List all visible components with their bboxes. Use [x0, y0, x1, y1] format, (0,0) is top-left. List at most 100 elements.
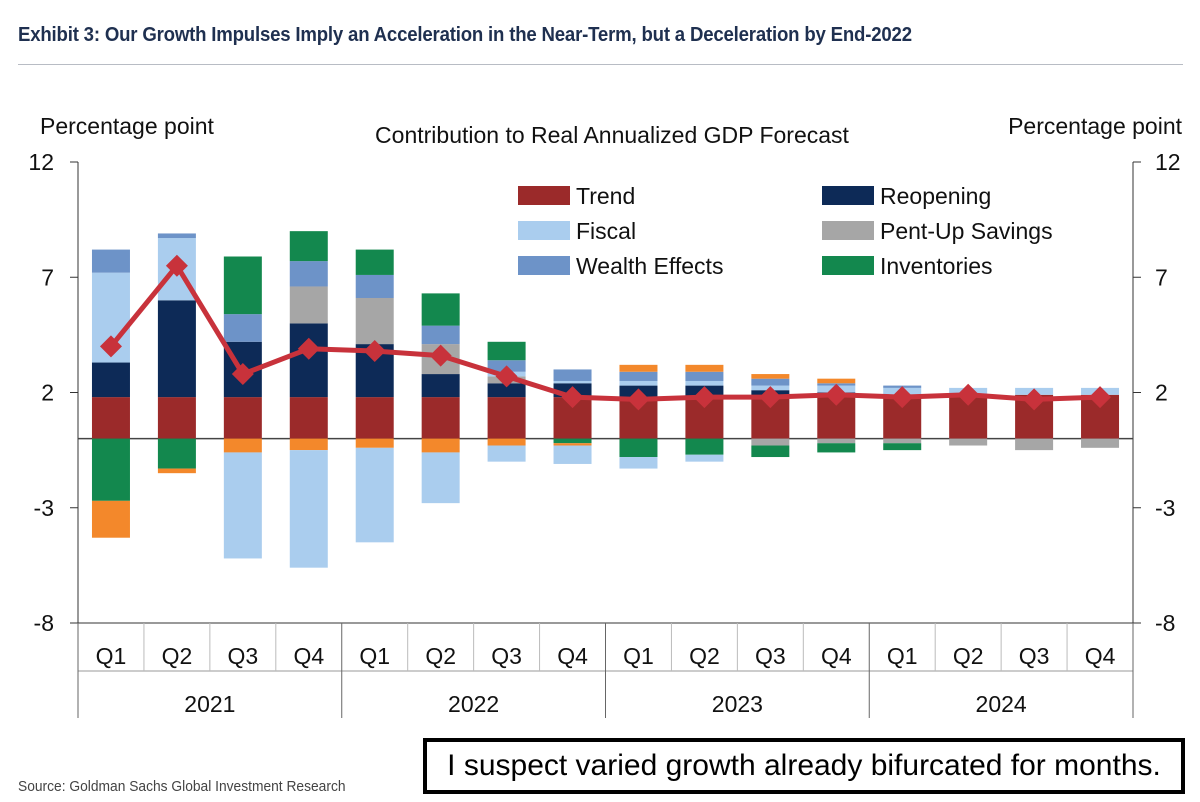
bar-segment-fiscal-negative	[487, 445, 526, 462]
bar-segment-pent-up-savings	[751, 438, 790, 446]
bar-segment-trend	[223, 397, 262, 439]
bar-segment-pent-up-savings	[1015, 438, 1054, 451]
bar-segment-wealth-effects	[355, 274, 394, 298]
bar-segment-reopening	[487, 383, 526, 398]
bar-segment-wealth-effects	[553, 369, 592, 381]
x-tick-label: Q2	[162, 643, 193, 669]
bar-segment-other	[223, 438, 262, 453]
bar-segment-inventories	[553, 438, 592, 444]
bar-segment-other	[355, 438, 394, 448]
year-label: 2022	[448, 691, 499, 717]
bar-segment-fiscal-negative	[223, 452, 262, 559]
bar-segment-inventories	[883, 443, 922, 451]
total-line-marker	[231, 363, 254, 386]
bar-segment-fiscal-negative	[421, 452, 460, 504]
bar-segment-fiscal-negative	[619, 457, 658, 469]
total-line-marker	[1089, 386, 1112, 409]
bar-segment-wealth-effects	[619, 371, 658, 381]
bar-segment-inventories	[355, 249, 394, 275]
bar-segment-trend	[421, 397, 460, 439]
legend: Trend Fiscal Wealth Effects Reopening Pent-U…	[518, 183, 1053, 279]
bar-segment-reopening	[157, 300, 196, 398]
x-tick-label: Q1	[96, 643, 127, 669]
x-tick-label: Q4	[293, 643, 324, 669]
bar-segment-trend	[355, 397, 394, 439]
x-tick-label: Q3	[491, 643, 522, 669]
total-line-marker	[495, 365, 518, 388]
caption-box: I suspect varied growth already bifurcat…	[423, 738, 1185, 794]
x-tick-label: Q1	[359, 643, 390, 669]
bar-segment-wealth-effects	[157, 233, 196, 239]
bar-segment-inventories	[421, 293, 460, 326]
total-line-marker	[561, 386, 584, 409]
year-label: 2023	[712, 691, 763, 717]
y-tick-label-left: -8	[34, 610, 54, 636]
total-line-marker	[693, 386, 716, 409]
bar-segment-other	[289, 438, 328, 451]
bar-segment-inventories	[91, 438, 130, 501]
bar-segment-inventories	[157, 438, 196, 469]
bar-segment-inventories	[751, 445, 790, 458]
bar-segment-inventories	[685, 438, 724, 455]
bar-segment-fiscal-negative	[355, 447, 394, 543]
bar-segment-other	[91, 500, 130, 538]
total-line-path	[109, 263, 1101, 402]
year-label: 2024	[976, 691, 1027, 717]
x-tick-label: Q1	[623, 643, 654, 669]
bar-segment-fiscal	[553, 380, 592, 384]
y-tick-label-left: 12	[28, 149, 54, 175]
bar-segment-wealth-effects	[421, 325, 460, 345]
y-tick-label-right: -8	[1155, 610, 1175, 636]
y-tick-label-left: 2	[41, 380, 54, 406]
total-line	[99, 254, 1112, 411]
bar-segment-wealth-effects	[751, 378, 790, 386]
legend-label: Pent-Up Savings	[880, 218, 1053, 244]
bar-segment-fiscal	[619, 380, 658, 386]
total-line-marker	[627, 388, 650, 411]
bar-segment-other	[157, 468, 196, 474]
x-tick-label: Q2	[953, 643, 984, 669]
bar-segment-wealth-effects	[289, 261, 328, 287]
x-tick-label: Q3	[755, 643, 786, 669]
total-line-marker	[957, 383, 980, 406]
total-line-marker	[759, 386, 782, 409]
x-tick-label: Q2	[425, 643, 456, 669]
y-axis-right-label: Percentage point	[1008, 113, 1183, 139]
bar-segment-other	[817, 378, 856, 384]
legend-label: Fiscal	[576, 218, 636, 244]
x-tick-label: Q4	[821, 643, 852, 669]
total-line-marker	[429, 344, 452, 367]
bar-segment-reopening	[421, 374, 460, 398]
bar-segment-trend	[157, 397, 196, 439]
legend-swatch	[518, 221, 570, 240]
y-tick-label-right: 2	[1155, 380, 1168, 406]
bar-segment-other	[421, 438, 460, 453]
bar-segment-other	[619, 364, 658, 372]
y-tick-label-left: 7	[41, 264, 54, 290]
bar-segment-reopening	[91, 362, 130, 398]
y-tick-label-right: 12	[1155, 149, 1181, 175]
axis-labels: 12 12 7 7 2 2 -3 -3 -8 -8 Q1 Q2 Q3 Q4 Q1 Q2 Q3 Q4 Q1 Q2 Q3 Q4…	[28, 149, 1180, 717]
bar-segment-trend	[91, 397, 130, 439]
legend-label: Trend	[576, 183, 635, 209]
bar-segment-pent-up-savings	[289, 286, 328, 324]
legend-swatch	[822, 186, 874, 205]
x-tick-label: Q4	[557, 643, 588, 669]
legend-label: Wealth Effects	[576, 253, 723, 279]
total-line-marker	[825, 383, 848, 406]
total-line-marker	[99, 335, 122, 358]
source-note: Source: Goldman Sachs Global Investment …	[18, 778, 346, 795]
legend-swatch	[518, 256, 570, 275]
bar-segment-fiscal-negative	[685, 454, 724, 462]
year-label: 2021	[184, 691, 235, 717]
bar-segment-other	[487, 438, 526, 446]
bar-segment-pent-up-savings	[355, 297, 394, 345]
x-tick-label: Q1	[887, 643, 918, 669]
legend-label: Reopening	[880, 183, 991, 209]
legend-swatch	[822, 221, 874, 240]
chart-title: Contribution to Real Annualized GDP Fore…	[375, 122, 850, 148]
bar-segment-inventories	[289, 231, 328, 262]
total-line-marker	[165, 254, 188, 277]
bar-segment-wealth-effects	[223, 314, 262, 342]
